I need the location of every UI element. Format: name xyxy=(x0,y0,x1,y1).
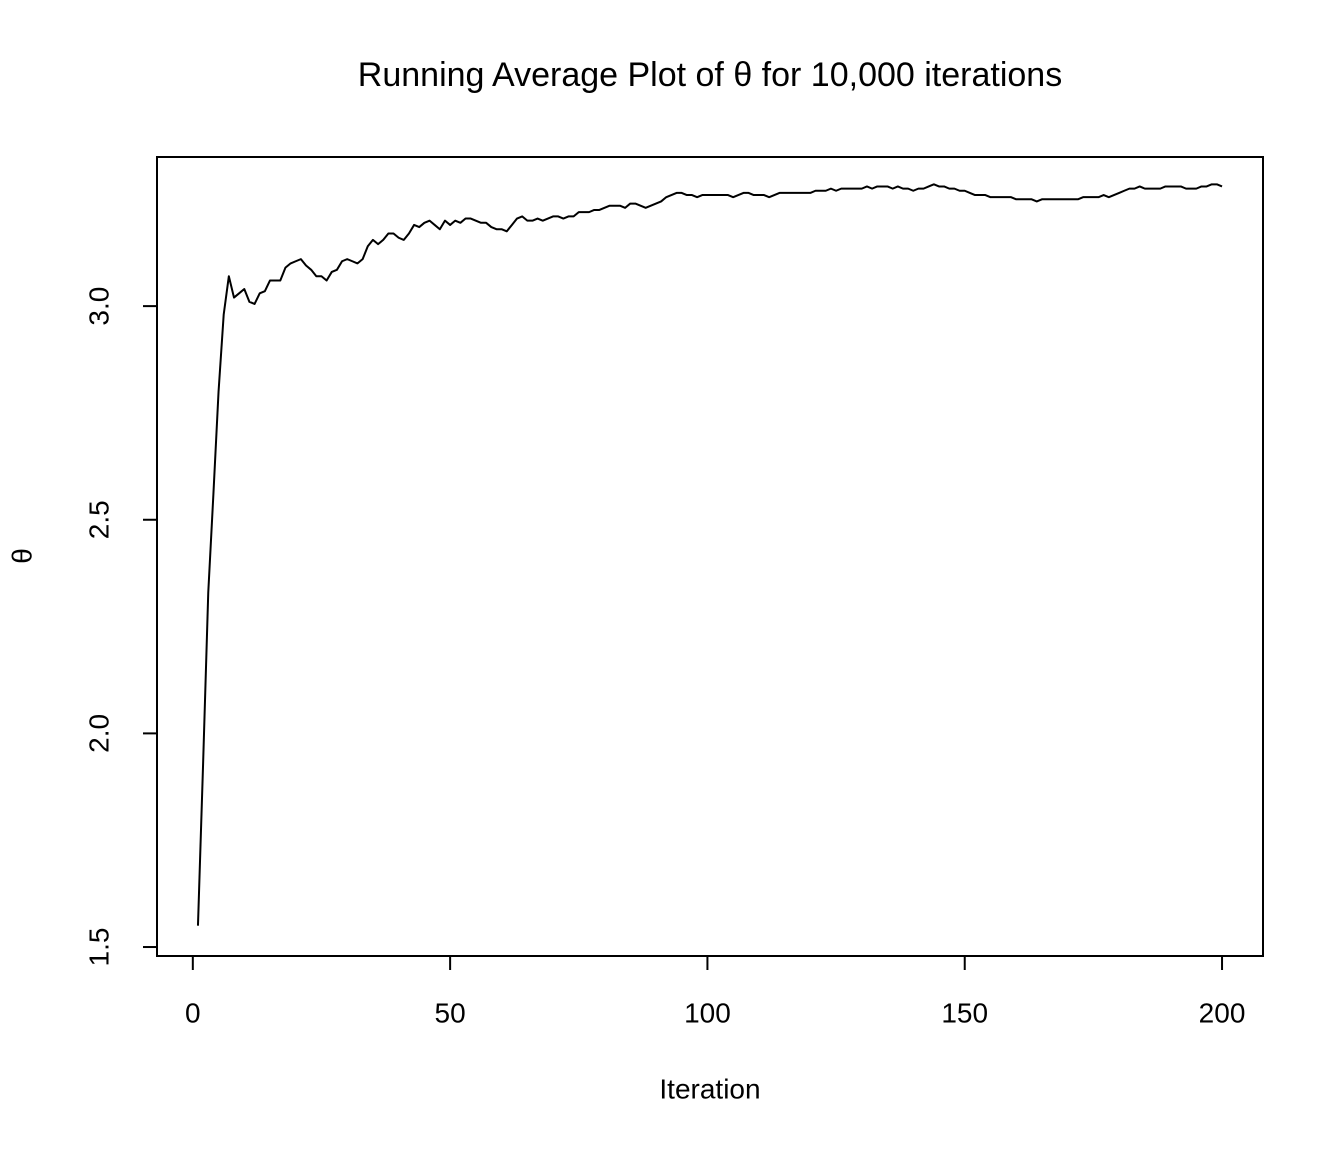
y-axis-label: θ xyxy=(6,548,37,564)
y-tick-label: 3.0 xyxy=(83,287,114,326)
x-tick-label: 150 xyxy=(941,997,988,1028)
x-axis-label: Iteration xyxy=(659,1073,760,1104)
x-tick-label: 200 xyxy=(1199,997,1246,1028)
y-tick-label: 1.5 xyxy=(83,928,114,967)
chart-title: Running Average Plot of θ for 10,000 ite… xyxy=(358,56,1062,94)
y-tick-label: 2.5 xyxy=(83,500,114,539)
x-tick-label: 0 xyxy=(185,997,201,1028)
y-tick-label: 2.0 xyxy=(83,714,114,753)
x-tick-label: 50 xyxy=(435,997,466,1028)
data-line xyxy=(196,183,1223,926)
x-tick-label: 100 xyxy=(684,997,731,1028)
